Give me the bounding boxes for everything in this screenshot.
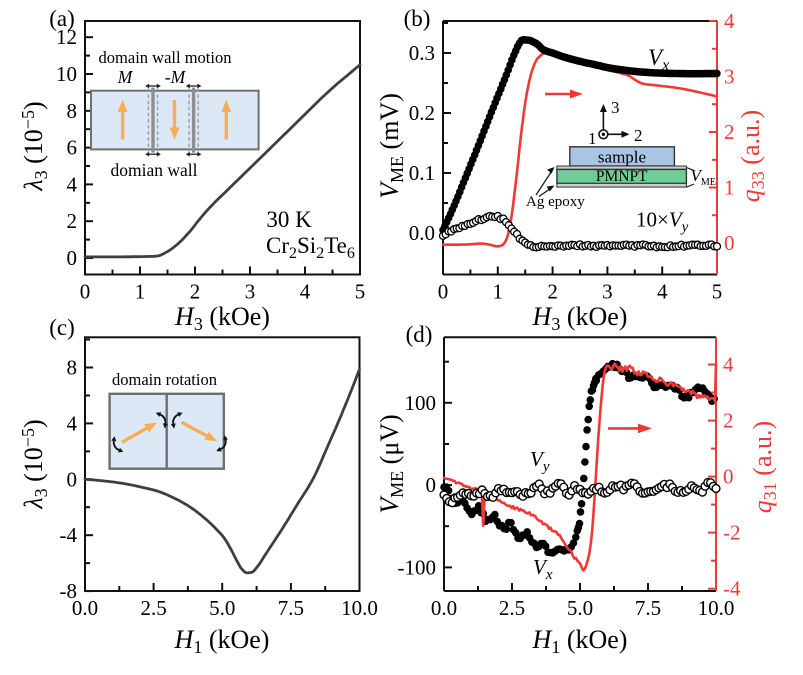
svg-text:M: M xyxy=(117,67,134,87)
svg-text:H3 (kOe): H3 (kOe) xyxy=(174,302,270,334)
svg-text:(b): (b) xyxy=(404,6,431,31)
svg-text:0: 0 xyxy=(724,231,735,255)
svg-text:(a): (a) xyxy=(49,6,75,31)
svg-text:0.0: 0.0 xyxy=(409,221,435,245)
svg-text:30 K: 30 K xyxy=(266,207,312,232)
svg-text:q33 (a.u.): q33 (a.u.) xyxy=(736,110,768,202)
svg-text:2: 2 xyxy=(547,280,558,304)
svg-text:0: 0 xyxy=(67,467,78,491)
svg-text:2: 2 xyxy=(723,409,734,433)
svg-text:4: 4 xyxy=(657,280,668,304)
svg-text:5.0: 5.0 xyxy=(209,596,235,620)
svg-text:8: 8 xyxy=(67,356,78,380)
svg-text:VME (mV): VME (mV) xyxy=(375,93,407,199)
svg-text:2.5: 2.5 xyxy=(499,596,525,620)
svg-text:0.3: 0.3 xyxy=(409,41,435,65)
svg-text:12: 12 xyxy=(56,25,77,49)
svg-text:-4: -4 xyxy=(723,577,741,601)
svg-text:0: 0 xyxy=(723,465,734,489)
svg-text:domian wall: domian wall xyxy=(111,160,198,180)
svg-text:0: 0 xyxy=(426,473,437,497)
svg-text:Ag epoxy: Ag epoxy xyxy=(526,194,585,210)
svg-text:λ3 (10−5): λ3 (10−5) xyxy=(18,419,51,509)
svg-text:1: 1 xyxy=(493,280,504,304)
svg-text:10: 10 xyxy=(56,62,77,86)
svg-text:H3 (kOe): H3 (kOe) xyxy=(532,302,628,334)
svg-text:8: 8 xyxy=(67,99,78,123)
svg-text:3: 3 xyxy=(602,280,613,304)
svg-text:7.5: 7.5 xyxy=(278,596,304,620)
svg-text:0.0: 0.0 xyxy=(431,596,457,620)
svg-text:(d): (d) xyxy=(406,322,433,347)
svg-text:0: 0 xyxy=(80,280,91,304)
svg-text:PMNPT: PMNPT xyxy=(596,168,648,185)
svg-text:4: 4 xyxy=(723,353,734,377)
svg-text:4: 4 xyxy=(724,9,735,33)
svg-text:100: 100 xyxy=(405,391,437,415)
svg-text:0.2: 0.2 xyxy=(409,101,435,125)
svg-text:5: 5 xyxy=(355,280,366,304)
svg-text:domain rotation: domain rotation xyxy=(112,370,217,389)
svg-text:0.1: 0.1 xyxy=(409,161,435,185)
svg-text:10.0: 10.0 xyxy=(698,596,735,620)
svg-text:-100: -100 xyxy=(398,555,437,579)
svg-text:H1 (kOe): H1 (kOe) xyxy=(174,625,270,657)
svg-text:5: 5 xyxy=(712,280,723,304)
svg-text:-2: -2 xyxy=(723,521,741,545)
svg-text:sample: sample xyxy=(598,148,646,167)
svg-text:-8: -8 xyxy=(60,579,78,603)
svg-text:10.0: 10.0 xyxy=(341,596,378,620)
svg-text:2.5: 2.5 xyxy=(140,596,166,620)
svg-text:0.0: 0.0 xyxy=(72,596,98,620)
svg-text:0: 0 xyxy=(438,280,449,304)
svg-text:2: 2 xyxy=(634,126,643,145)
svg-text:VME (μV): VME (μV) xyxy=(375,414,407,513)
svg-text:(c): (c) xyxy=(49,315,75,340)
svg-text:H1 (kOe): H1 (kOe) xyxy=(532,625,628,657)
svg-text:4: 4 xyxy=(67,411,78,435)
svg-text:0: 0 xyxy=(67,246,78,270)
svg-text:4: 4 xyxy=(300,280,311,304)
svg-text:q31 (a.u.): q31 (a.u.) xyxy=(748,421,780,513)
svg-text:3: 3 xyxy=(245,280,256,304)
svg-text:λ3 (10−5): λ3 (10−5) xyxy=(18,101,51,191)
svg-text:3: 3 xyxy=(724,65,735,89)
svg-text:Cr2Si2Te6: Cr2Si2Te6 xyxy=(266,233,355,262)
svg-text:1: 1 xyxy=(724,176,735,200)
svg-text:3: 3 xyxy=(611,98,620,117)
svg-text:2: 2 xyxy=(190,280,201,304)
svg-text:-M: -M xyxy=(165,67,187,87)
svg-text:1: 1 xyxy=(135,280,146,304)
svg-text:10×Vy: 10×Vy xyxy=(636,208,689,236)
svg-text:1: 1 xyxy=(588,129,597,148)
svg-text:-4: -4 xyxy=(60,523,78,547)
svg-text:7.5: 7.5 xyxy=(635,596,661,620)
svg-text:2: 2 xyxy=(67,209,78,233)
svg-text:5.0: 5.0 xyxy=(567,596,593,620)
svg-text:2: 2 xyxy=(724,120,735,144)
svg-text:4: 4 xyxy=(67,172,78,196)
svg-text:6: 6 xyxy=(67,136,78,160)
svg-text:domain wall motion: domain wall motion xyxy=(99,48,232,67)
